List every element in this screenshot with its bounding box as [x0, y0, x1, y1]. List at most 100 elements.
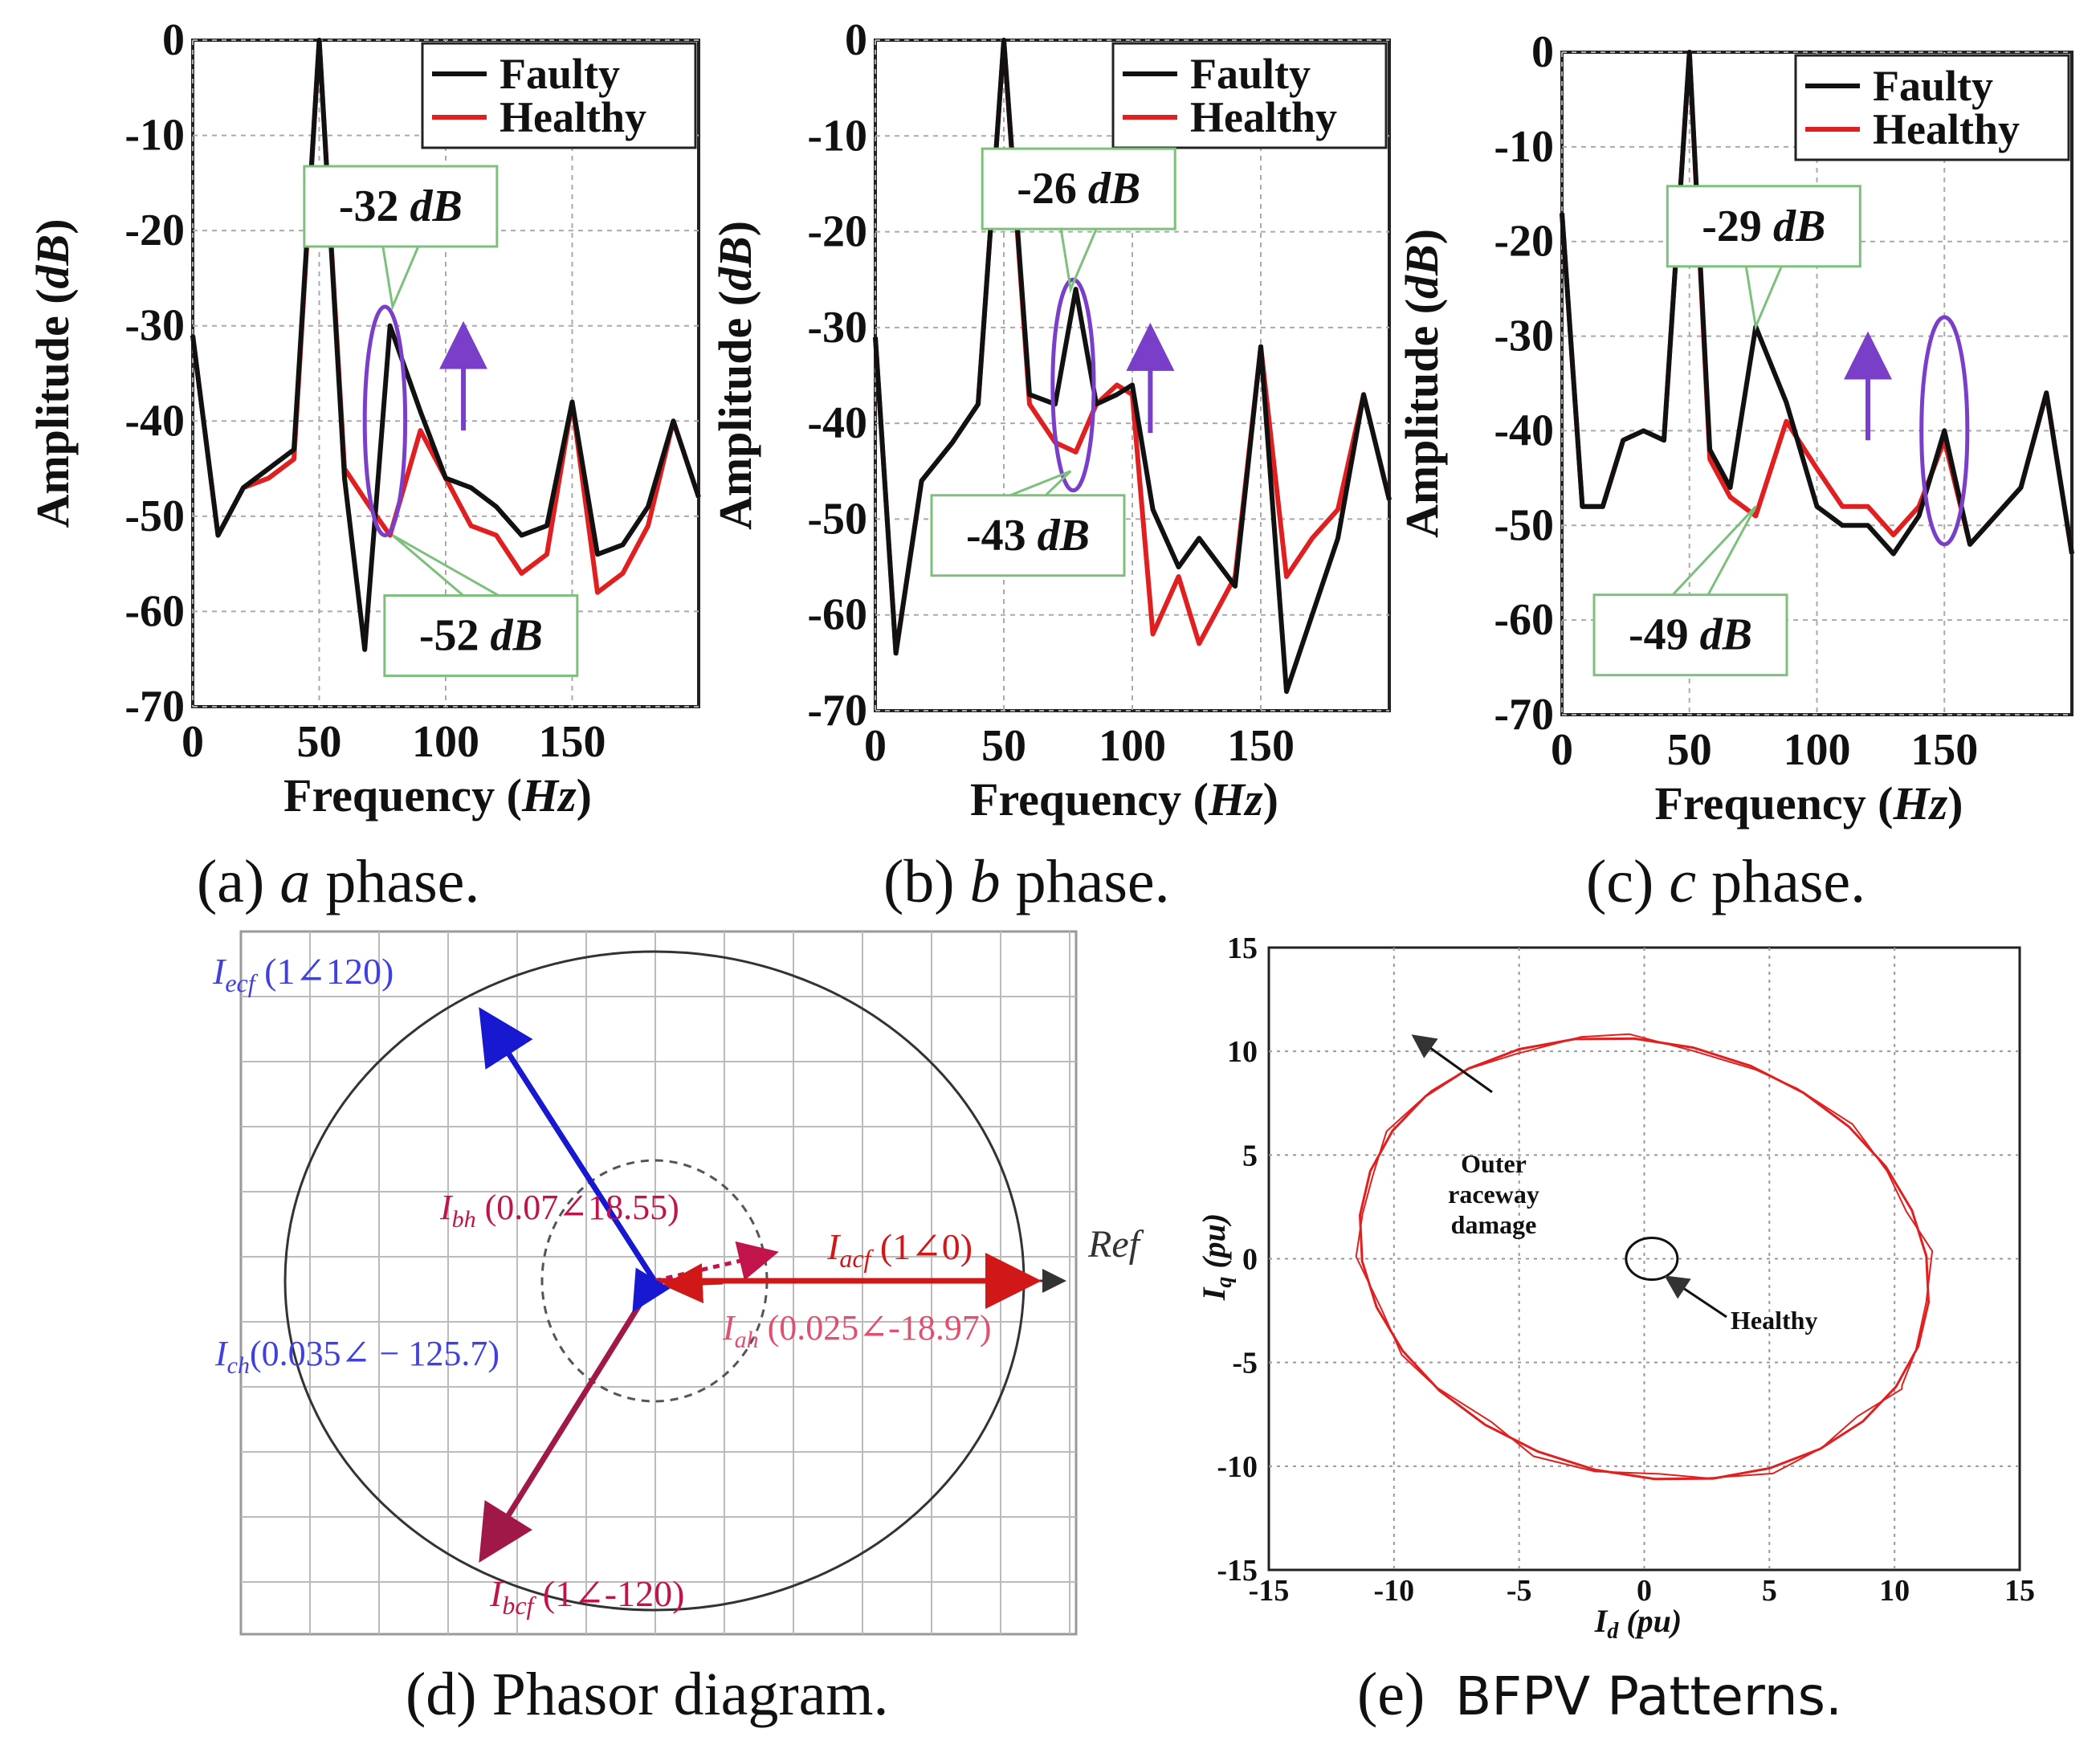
healthy-pointer — [1664, 1275, 1727, 1319]
highlight-ellipse — [362, 304, 408, 538]
x-tick-label: 50 — [297, 717, 342, 767]
x-tick-label: 0 — [1551, 725, 1573, 775]
phasor-diagram: Ref Iecf (1∠120) Ibh (0.07∠18.55) Iacf (… — [212, 930, 1144, 1728]
legend-box — [1794, 54, 2070, 161]
legend-label-faulty: Faulty — [500, 50, 620, 98]
bfpv-x-tick-label: -10 — [1374, 1574, 1415, 1608]
x-axis-label-close: ) — [1947, 777, 1963, 830]
highlight-ellipse — [1919, 315, 1970, 547]
caption-prefix: (a) — [197, 848, 279, 915]
y-axis-label-main: Amplitude ( — [1396, 299, 1448, 538]
annotation-label: -49 dB — [1629, 610, 1752, 660]
outer-damage-label-2: raceway — [1448, 1180, 1539, 1209]
y-axis-label: Amplitude (dB) — [27, 218, 79, 528]
label-ch: Ich(0.035∠ − 125.7) — [214, 1334, 500, 1379]
panel-caption: (b) b phase. — [883, 848, 1170, 915]
bfpv-x-tick-label: -5 — [1507, 1574, 1532, 1608]
annotation-value: -26 — [1017, 164, 1088, 214]
bfpv-y-tick-label: 10 — [1227, 1035, 1258, 1069]
y-axis-label-unit: dB — [709, 236, 761, 291]
annotation-label: -52 dB — [419, 611, 543, 661]
x-axis-label-main: Frequency ( — [1655, 777, 1894, 830]
legend-box — [421, 42, 697, 149]
y-axis-label: Amplitude (dB) — [1396, 229, 1448, 538]
y-tick-label: -60 — [807, 590, 867, 640]
annotation-pointer — [381, 246, 420, 312]
legend-label-healthy: Healthy — [500, 93, 646, 141]
caption-suffix: phase. — [1001, 848, 1170, 915]
annotation-pointer — [1744, 266, 1783, 332]
annotation-value: -43 — [966, 511, 1038, 561]
annotation-label: -43 dB — [966, 511, 1090, 561]
x-tick-label: 150 — [1910, 725, 1978, 775]
y-tick-label: -10 — [1494, 122, 1554, 172]
bfpv-x-tick-label: -15 — [1249, 1574, 1290, 1608]
annotation-unit: dB — [490, 611, 542, 661]
x-axis-label-main: Frequency ( — [970, 773, 1209, 826]
bfpv-ylabel: Iq (pu) — [1196, 1213, 1237, 1301]
panel-caption: (c) c phase. — [1586, 848, 1866, 915]
label-bh: Ibh (0.07∠18.55) — [439, 1188, 679, 1233]
x-tick-label: 50 — [981, 721, 1026, 771]
label-acf: Iacf (1∠0) — [826, 1226, 973, 1273]
caption-suffix: phase. — [1696, 848, 1866, 915]
y-axis-label-unit: dB — [1396, 244, 1448, 299]
bfpv-x-tick-label: 15 — [2004, 1574, 2035, 1608]
label-ah: Iah (0.025∠-18.97) — [722, 1308, 991, 1353]
annotation-pointer — [1671, 505, 1757, 596]
healthy-label: Healthy — [1731, 1306, 1817, 1335]
series-faulty-line — [190, 38, 701, 652]
bfpv-x-tick-label: 5 — [1762, 1574, 1777, 1608]
x-axis-label-close: ) — [577, 769, 592, 822]
x-tick-label: 0 — [181, 717, 204, 767]
series-faulty-line — [1560, 50, 2074, 556]
caption-d: (d) Phasor diagram. — [406, 1661, 889, 1728]
y-tick-label: -70 — [124, 682, 185, 732]
y-tick-label: -50 — [124, 491, 185, 541]
y-tick-label: 0 — [845, 15, 867, 65]
reference-label: Ref — [1087, 1223, 1144, 1266]
phasor-ch-arrow — [632, 1267, 671, 1313]
spectrum-panel-a: 0 50 100 150 0 -10 -20 -30 -40 -50 -60 -70 Frequency… — [27, 15, 701, 915]
phasor-bh-arrow — [654, 1241, 779, 1283]
bfpv-frame — [1267, 946, 2021, 1572]
annotation-pointer — [391, 534, 500, 597]
label-ecf: Iecf (1∠120) — [212, 951, 393, 997]
y-tick-label: -30 — [124, 301, 185, 351]
annotation-label: -32 dB — [339, 181, 463, 231]
x-axis-label-close: ) — [1263, 773, 1278, 826]
y-axis-label-main: Amplitude ( — [709, 291, 761, 530]
y-tick-label: -40 — [807, 398, 867, 448]
panel-caption: (a) a phase. — [197, 848, 479, 915]
y-axis-label-close: ) — [27, 218, 79, 234]
y-tick-label: 0 — [162, 15, 185, 65]
annotation-box — [303, 165, 499, 248]
annotation-label: -26 dB — [1017, 164, 1140, 214]
annotation-pointer — [1059, 228, 1098, 294]
caption-suffix: phase. — [310, 848, 479, 915]
x-tick-label: 150 — [1227, 721, 1295, 771]
annotation-value: -52 — [419, 611, 491, 661]
bfpv-y-tick-label: -5 — [1232, 1347, 1258, 1380]
bfpv-x-tick-label: 10 — [1879, 1574, 1910, 1608]
annotation-box — [1592, 593, 1788, 677]
annotation-label: -29 dB — [1702, 202, 1825, 251]
bfpv-faulty-orbit — [1358, 1037, 1931, 1481]
legend-label-faulty: Faulty — [1873, 62, 1993, 110]
caption-e-prefix: (e) — [1357, 1661, 1425, 1728]
legend-box — [1111, 42, 1388, 149]
series-faulty-line — [873, 38, 1392, 695]
y-tick-label: -40 — [1494, 406, 1554, 455]
annotation-unit: dB — [1038, 511, 1090, 561]
bfpv-y-tick-label: 15 — [1227, 932, 1258, 965]
x-axis-label: Frequency (Hz) — [1655, 777, 1963, 830]
annotation-box — [383, 594, 579, 678]
bfpv-healthy-orbit — [1625, 1237, 1679, 1281]
annotation-value: -49 — [1629, 610, 1700, 660]
bfpv-xlabel: Id (pu) — [1594, 1603, 1682, 1644]
y-tick-label: -10 — [124, 111, 185, 161]
outer-damage-label-1: Outer — [1461, 1149, 1527, 1178]
caption-prefix: (b) — [883, 848, 970, 915]
y-tick-label: -60 — [124, 586, 185, 636]
caption-italic: c — [1669, 848, 1696, 915]
